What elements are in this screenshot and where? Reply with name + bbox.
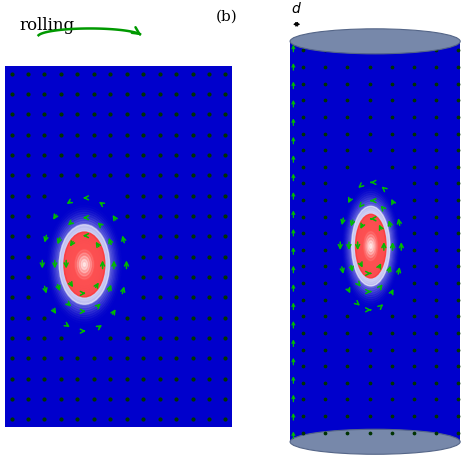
Circle shape (67, 237, 102, 292)
Circle shape (364, 232, 378, 261)
Circle shape (75, 251, 93, 278)
Circle shape (77, 253, 91, 276)
Circle shape (361, 226, 380, 266)
Circle shape (59, 225, 109, 304)
Circle shape (78, 255, 91, 274)
Circle shape (356, 215, 385, 277)
Circle shape (80, 257, 89, 272)
Circle shape (68, 239, 100, 290)
Circle shape (71, 244, 98, 285)
Circle shape (354, 211, 388, 282)
Circle shape (366, 237, 375, 255)
Circle shape (363, 230, 378, 262)
Circle shape (77, 253, 92, 276)
Circle shape (356, 214, 386, 278)
Circle shape (362, 228, 379, 264)
Circle shape (73, 246, 96, 283)
Circle shape (83, 263, 85, 266)
Circle shape (365, 235, 376, 257)
Text: rolling: rolling (19, 17, 74, 34)
Circle shape (350, 202, 392, 290)
Ellipse shape (290, 429, 460, 454)
Circle shape (53, 215, 116, 314)
Circle shape (353, 209, 389, 283)
Circle shape (70, 242, 99, 287)
Circle shape (60, 226, 109, 303)
Circle shape (65, 235, 103, 294)
Circle shape (349, 200, 393, 292)
Bar (290, 41, 460, 442)
Circle shape (58, 224, 110, 305)
Circle shape (367, 238, 375, 255)
Circle shape (357, 218, 384, 275)
Circle shape (368, 241, 374, 251)
Circle shape (351, 204, 391, 288)
Circle shape (61, 228, 108, 301)
Circle shape (360, 224, 382, 268)
Circle shape (352, 206, 390, 286)
Circle shape (54, 217, 115, 312)
Ellipse shape (290, 29, 460, 54)
Circle shape (359, 222, 383, 271)
Text: $d$: $d$ (291, 1, 302, 16)
Circle shape (79, 256, 90, 273)
Circle shape (57, 221, 112, 308)
Circle shape (55, 219, 113, 310)
Circle shape (81, 259, 88, 270)
Circle shape (75, 250, 93, 279)
Circle shape (352, 207, 390, 286)
Circle shape (347, 198, 394, 294)
Circle shape (63, 230, 106, 299)
Circle shape (365, 233, 377, 260)
Circle shape (355, 213, 387, 279)
Circle shape (365, 235, 376, 257)
Text: (b): (b) (216, 10, 237, 24)
Circle shape (74, 248, 95, 281)
Circle shape (358, 219, 383, 273)
Circle shape (370, 244, 372, 248)
Circle shape (64, 233, 105, 296)
Circle shape (64, 232, 105, 297)
